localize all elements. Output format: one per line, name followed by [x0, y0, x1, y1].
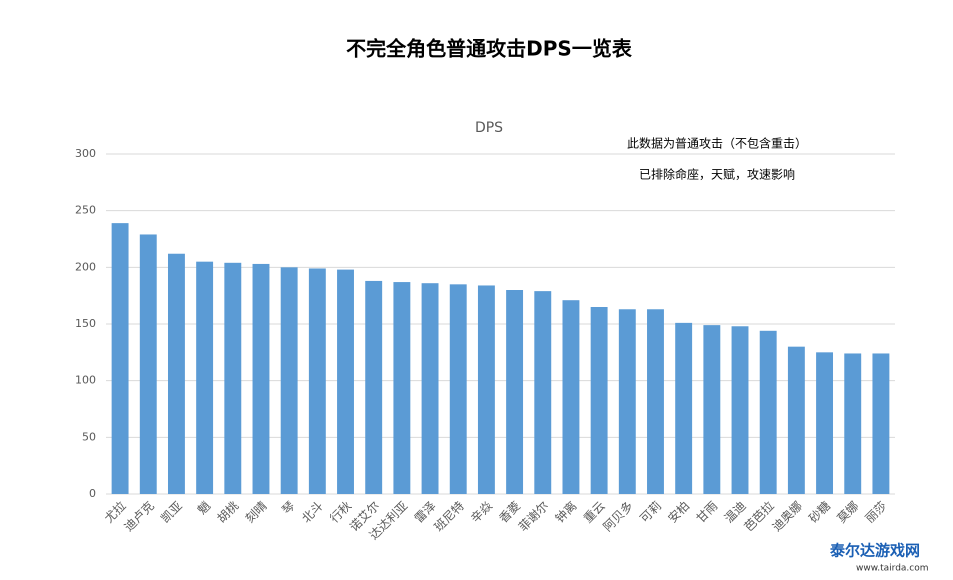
bar [393, 282, 411, 494]
chart-subtitle: DPS [475, 120, 503, 136]
y-tick-label: 150 [75, 317, 96, 330]
y-tick-label: 100 [75, 374, 96, 387]
bar [787, 346, 805, 494]
bar [675, 322, 693, 494]
bar [224, 262, 242, 494]
bar [647, 309, 664, 494]
bar [590, 307, 608, 494]
bar [534, 291, 552, 494]
annotation: 此数据为普通攻击（不包含重击） [627, 136, 807, 151]
y-tick-label: 200 [75, 260, 96, 273]
bar [477, 285, 495, 494]
bar [421, 283, 439, 494]
bar [703, 325, 721, 494]
bar [111, 223, 129, 494]
chart-title: 不完全角色普通攻击DPS一览表 [346, 37, 633, 61]
bar [308, 268, 326, 494]
bar [562, 300, 580, 494]
watermark: 泰尔达游戏网 [829, 542, 920, 560]
bar [337, 269, 354, 494]
bar [139, 234, 157, 494]
bar [844, 353, 862, 494]
bar [618, 309, 636, 494]
bar [196, 261, 214, 494]
bar [449, 284, 467, 494]
y-tick-label: 50 [82, 430, 96, 443]
bar [365, 280, 383, 494]
bar [872, 353, 890, 494]
annotation: 已排除命座，天赋，攻速影响 [639, 167, 795, 182]
y-tick-label: 0 [89, 487, 96, 500]
bar [759, 330, 777, 494]
bar [731, 326, 749, 494]
y-tick-label: 300 [75, 147, 96, 160]
bar [252, 263, 270, 494]
y-tick-label: 250 [75, 204, 96, 217]
bar [506, 290, 524, 494]
watermark: www.tairda.com [856, 564, 929, 574]
bar [167, 253, 185, 494]
bar [816, 352, 834, 494]
bar [280, 267, 298, 494]
